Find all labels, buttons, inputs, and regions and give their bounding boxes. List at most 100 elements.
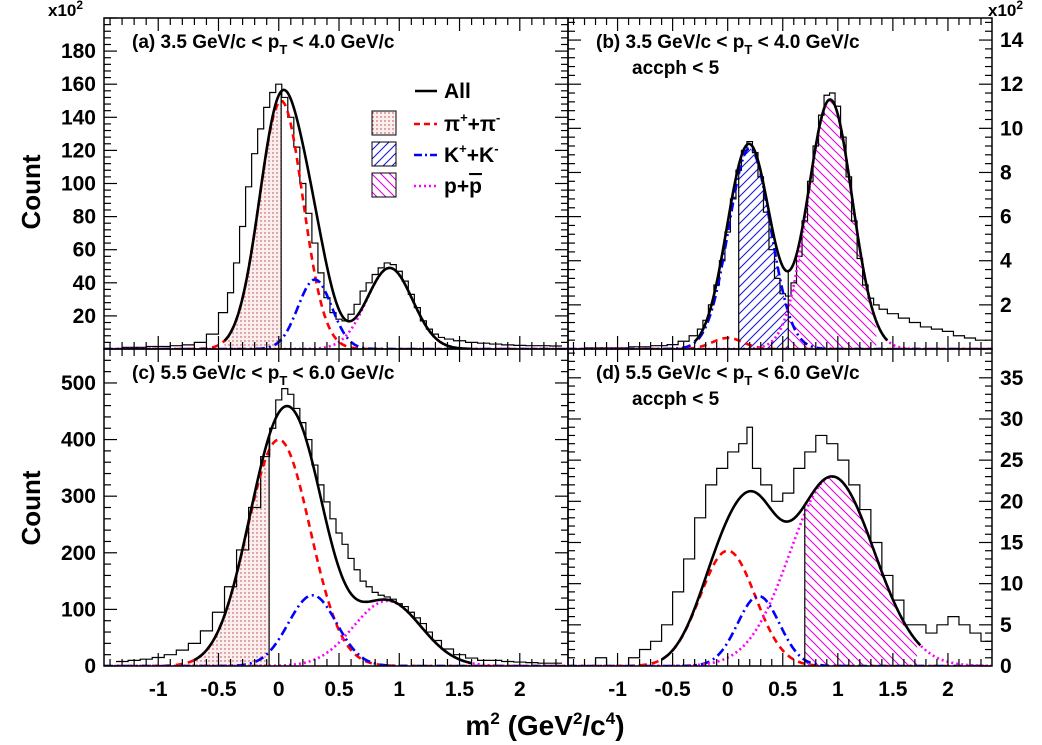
histogram-c: [116, 388, 562, 664]
fill-p-b-1: [788, 99, 877, 349]
y-tick-label-c: 200: [61, 542, 96, 565]
series-dashdot-c: [104, 593, 568, 666]
y-tick-label-c: 400: [61, 429, 96, 452]
histogram-a: [122, 83, 562, 348]
x-tick-label-d: 1.5: [878, 678, 908, 701]
y-tick-label-c: 100: [61, 598, 96, 621]
x-title-sup3: 4: [606, 709, 616, 728]
x-title-sup1: 2: [490, 709, 499, 728]
series-dashdot-d: [568, 594, 992, 666]
panel-c: -1 -0.5 0 0.5 1 1.5 2 0 100 200 300 400 500 (c) 5.5 G…: [61, 348, 569, 701]
y-tick-label-d: 35: [1000, 367, 1024, 390]
y-tick-label-d: 10: [1000, 573, 1023, 596]
x-tick-label-c: 1: [393, 678, 405, 701]
y-tick-label-a: 60: [73, 239, 96, 262]
fill-p-d-0: [804, 476, 918, 666]
x-axis-title: m2 (GeV2/c4): [465, 709, 624, 741]
legend-k-label: K++K-: [444, 141, 499, 167]
y-tick-label-b: 12: [1000, 73, 1023, 96]
y-tick-label-a: 180: [61, 40, 96, 63]
y-tick-label-b: 2: [1000, 294, 1012, 317]
multiplier-b: x102: [988, 0, 1023, 20]
y-tick-label-a: 140: [61, 106, 96, 129]
x-tick-label-c: 0: [273, 678, 285, 701]
legend-k-swatch: [371, 141, 397, 167]
panel-label-c: (c) 5.5 GeV/c < pT < 6.0 GeV/c: [132, 363, 395, 388]
x-title-m: m: [465, 710, 490, 741]
y-axis-title-top: Count: [16, 154, 46, 229]
x-tick-label-c: -1: [149, 678, 168, 701]
y-tick-label-d: 25: [1000, 449, 1024, 472]
legend: All π++π- K++K- p+p: [371, 80, 500, 198]
series-dotted-c: [104, 599, 568, 666]
y-tick-label-b: 8: [1000, 161, 1012, 184]
series-solid-b: [693, 98, 889, 343]
panel-sublabel-b: accph < 5: [632, 58, 720, 79]
y-tick-label-d: 15: [1000, 531, 1024, 554]
legend-p-label: p+p: [444, 175, 482, 198]
x-tick-label-d: -1: [608, 678, 627, 701]
x-title-open: (GeV: [500, 710, 573, 741]
x-title-c: /c: [582, 710, 605, 741]
panel-b: 2 4 6 8 10 12 14 x102 (b) 3.5 GeV/c < pT < 4.0 G…: [567, 0, 1024, 350]
fill-pi-c-0: [158, 450, 270, 666]
plot-area-d: [568, 426, 992, 666]
x-tick-label-c: -0.5: [200, 678, 237, 701]
series-dashed-c: [104, 438, 568, 666]
fill-k-b-0: [738, 148, 789, 349]
multiplier-a: x102: [48, 0, 83, 20]
y-tick-label-b: 14: [1000, 29, 1024, 52]
panel-a: 20 40 60 80 100 120 140 160 180 x102 (a) 3.5 GeV/c…: [48, 0, 569, 350]
x-tick-label-c: 2: [514, 678, 526, 701]
y-tick-label-c: 0: [84, 655, 96, 678]
series-solid-a: [223, 88, 472, 349]
panel-sublabel-d: accph < 5: [632, 389, 720, 410]
y-tick-label-c: 500: [61, 372, 96, 395]
legend-pbar: p: [469, 175, 482, 198]
series-dotted-d: [568, 475, 992, 666]
series-solid-c: [193, 404, 472, 665]
x-tick-label-c: 1.5: [445, 678, 475, 701]
series-dashed-d: [568, 549, 992, 666]
y-tick-label-a: 160: [61, 73, 96, 96]
x-title-close: ): [615, 710, 624, 741]
y-tick-label-a: 20: [73, 305, 96, 328]
series-solid-d: [660, 475, 922, 661]
legend-pi-swatch: [371, 110, 397, 136]
y-tick-label-c: 300: [61, 485, 96, 508]
y-tick-label-a: 100: [61, 173, 96, 196]
y-tick-label-b: 4: [1000, 250, 1012, 273]
y-tick-label-a: 80: [73, 206, 96, 229]
frame-c: [103, 348, 569, 667]
histogram-d: [573, 426, 992, 666]
y-tick-label-a: 40: [73, 272, 96, 295]
y-tick-label-a: 120: [61, 139, 96, 162]
x-tick-label-d: 1: [832, 678, 844, 701]
x-tick-label-d: 0: [722, 678, 734, 701]
legend-p-swatch: [371, 172, 397, 198]
panel-label-a: (a) 3.5 GeV/c < pT < 4.0 GeV/c: [132, 32, 395, 57]
plot-area-c: [104, 388, 568, 666]
y-tick-label-d: 20: [1000, 490, 1023, 513]
legend-pi-label: π++π-: [444, 110, 500, 136]
legend-all-label: All: [444, 80, 471, 103]
frame-d: [567, 348, 993, 667]
y-tick-label-b: 10: [1000, 117, 1023, 140]
x-tick-label-d: 2: [942, 678, 954, 701]
y-tick-label-d: 0: [1000, 655, 1012, 678]
y-tick-label-b: 6: [1000, 206, 1012, 229]
series-dashed-a: [104, 99, 568, 349]
y-axis-title-bottom: Count: [16, 470, 46, 545]
x-tick-label-d: -0.5: [655, 678, 692, 701]
plot-area-b: [568, 92, 992, 349]
y-tick-label-d: 30: [1000, 408, 1023, 431]
fill-pi-a-0: [224, 100, 282, 349]
panel-label-d: (d) 5.5 GeV/c < pT < 6.0 GeV/c: [596, 363, 860, 388]
x-tick-label-d: 0.5: [768, 678, 798, 701]
x-title-sup2: 2: [573, 709, 582, 728]
y-tick-label-d: 5: [1000, 614, 1012, 637]
x-tick-label-c: 0.5: [324, 678, 354, 701]
panel-label-b: (b) 3.5 GeV/c < pT < 4.0 GeV/c: [596, 32, 860, 57]
